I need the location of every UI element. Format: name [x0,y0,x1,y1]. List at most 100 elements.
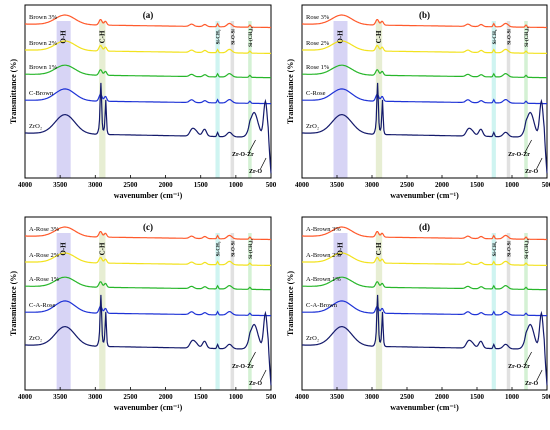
legend-label: C-Brown [29,90,54,97]
x-tick-label: 3000 [365,181,380,189]
annotation-arrow [260,369,267,382]
band-shade [56,233,71,390]
x-tick-label: 2000 [435,181,450,189]
annotation-zr-o: Zr-O [525,169,538,175]
band-label: Si-O-Si [508,29,513,45]
annotation-zr-o-zr: Zr-O-Zr [232,152,254,158]
x-tick-label: 1000 [505,393,520,401]
x-tick-label: 1000 [229,181,244,189]
panel-a: Brown 3% Brown 2% Brown 1% C-Brown ZrO₂ O-H C-… [9,4,277,200]
legend-label: Rose 1% [306,64,330,71]
x-tick-label: 4000 [18,181,33,189]
legend-label: A-Brown 3% [306,226,341,233]
series-line-1 [25,252,271,266]
x-tick-label: 3000 [88,393,103,401]
band-shade [524,233,528,390]
series-line-2 [302,64,547,79]
panel-letter: (c) [143,222,153,232]
band-label: C-H [375,30,383,43]
band-label: Si-(CH₃)₃ [249,27,254,47]
x-tick-label: 3500 [330,393,345,401]
annotation-arrow [536,369,543,382]
band-shade [248,21,252,178]
x-axis-label: wavenumber (cm⁻¹) [390,403,459,412]
annotation-zr-o: Zr-O [525,381,538,387]
band-label: Si-CH₃ [217,241,222,256]
series-line-0 [25,226,271,241]
x-tick-label: 3500 [53,393,68,401]
x-axis-label: wavenumber (cm⁻¹) [390,191,459,200]
panel-c: A-Rose 3% A-Rose 2% A-Rose 1% C-A-Rose ZrO₂ O… [9,216,277,412]
legend-label: Rose 2% [306,40,330,47]
band-shade [333,233,348,390]
x-tick-label: 1500 [194,181,209,189]
band-label: C-H [98,242,106,255]
annotation-arrow [248,139,256,154]
series-line-1 [25,40,271,54]
band-label: Si-(CH₃)₃ [525,27,530,47]
x-axis-label: wavenumber (cm⁻¹) [114,403,183,412]
x-tick-label: 4000 [295,181,310,189]
annotation-zr-o: Zr-O [249,169,262,175]
band-shade [99,233,106,390]
x-tick-label: 500 [542,393,550,401]
legend-label: A-Rose 2% [29,252,60,259]
x-tick-label: 2500 [400,393,415,401]
band-shade [506,233,511,390]
annotation-arrow [524,351,532,366]
panel-b: Rose 3% Rose 2% Rose 1% C-Rose ZrO₂ O-H C-H Si-… [286,4,550,200]
x-tick-label: 1500 [470,393,485,401]
plot-frame [24,4,272,179]
band-label: Si-O-Si [231,29,236,45]
band-shade [524,21,528,178]
series-line-3 [24,88,271,105]
legend-label: Brown 2% [29,40,58,47]
plot-frame [301,4,548,179]
band-shade [506,21,511,178]
legend-label: A-Brown 2% [306,252,341,259]
plot-frame [24,216,272,391]
band-label: C-H [98,30,106,43]
x-tick-label: 3500 [330,181,345,189]
band-shade [248,233,252,390]
legend-label: Rose 3% [306,14,330,21]
series-line-2 [302,276,547,291]
x-tick-label: 1500 [470,181,485,189]
band-label: O-H [60,242,68,256]
x-tick-label: 4000 [18,393,33,401]
x-tick-label: 500 [266,181,277,189]
x-tick-label: 1500 [194,393,209,401]
x-tick-label: 2000 [159,181,174,189]
x-tick-label: 2500 [400,181,415,189]
x-tick-label: 2000 [159,393,174,401]
legend-label: ZrO₂ [306,123,319,130]
band-shade [375,21,383,178]
legend-label: C-A-Rose [29,302,55,309]
band-label: Si-(CH₃)₃ [525,239,530,259]
x-axis-label: wavenumber (cm⁻¹) [114,191,183,200]
annotation-arrow [260,157,267,170]
series-line-4 [302,82,548,174]
series-line-0 [302,14,547,29]
annotation-arrow [248,351,256,366]
legend-label: ZrO₂ [29,335,42,342]
series-line-3 [24,300,271,317]
band-shade [230,233,235,390]
series-line-2 [25,276,271,291]
legend-label: A-Rose 3% [29,226,60,233]
y-axis-label: Transmittance (%) [9,271,18,336]
y-axis-label: Transmittance (%) [9,59,18,124]
y-axis-label: Transmittance (%) [286,271,295,336]
band-label: O-H [337,242,345,256]
series-line-0 [302,226,547,241]
legend-label: C-Rose [306,90,326,97]
band-label: Si-CH₃ [493,29,498,44]
band-shade [375,233,383,390]
series-line-1 [302,40,547,54]
series-line-4 [25,82,272,174]
band-label: C-H [375,242,383,255]
panel-letter: (a) [143,10,154,20]
x-tick-label: 2500 [123,393,138,401]
